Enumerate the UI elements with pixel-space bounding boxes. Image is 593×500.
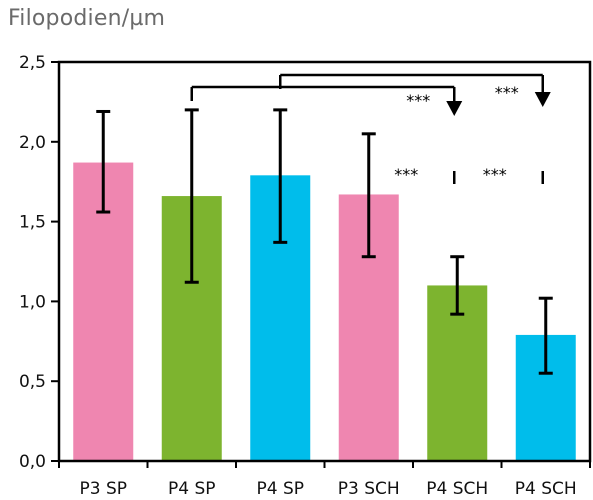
x-tick-label: P3 SCH: [338, 479, 400, 499]
x-tick-label: P4 SP: [256, 479, 304, 499]
error-bars-layer: [96, 108, 553, 375]
bars-layer: [73, 162, 576, 462]
sig-stars: ***: [483, 165, 507, 184]
labels-layer: 0,0 0,5 1,0 1,5 2,0 2,5 P3 SP P4 SP P4 SP P3 SCH P…: [19, 53, 577, 499]
y-tick-label: 0,0: [19, 452, 46, 472]
sig-stars: ***: [406, 91, 430, 110]
y-axis-title: Filopodien/µm: [8, 6, 166, 31]
x-tick-label: P3 SP: [79, 479, 127, 499]
y-tick-label: 0,5: [19, 372, 46, 392]
y-tick-label: 2,5: [19, 53, 46, 73]
y-tick-label: 1,0: [19, 292, 46, 312]
axes-layer: [51, 60, 592, 468]
y-tick-label: 2,0: [19, 133, 46, 153]
sig-arrow-head: [446, 101, 463, 116]
plot-frame: [57, 60, 592, 463]
x-tick-label: P4 SCH: [426, 479, 488, 499]
x-tick-label: P4 SP: [168, 479, 216, 499]
significance-layer: *** *** *** ***: [190, 73, 551, 184]
sig-arrow-head: [534, 92, 551, 107]
y-tick-label: 1,5: [19, 213, 46, 233]
sig-stars: ***: [394, 165, 418, 184]
sig-stars: ***: [495, 83, 519, 102]
x-tick-label: P4 SCH: [515, 479, 577, 499]
